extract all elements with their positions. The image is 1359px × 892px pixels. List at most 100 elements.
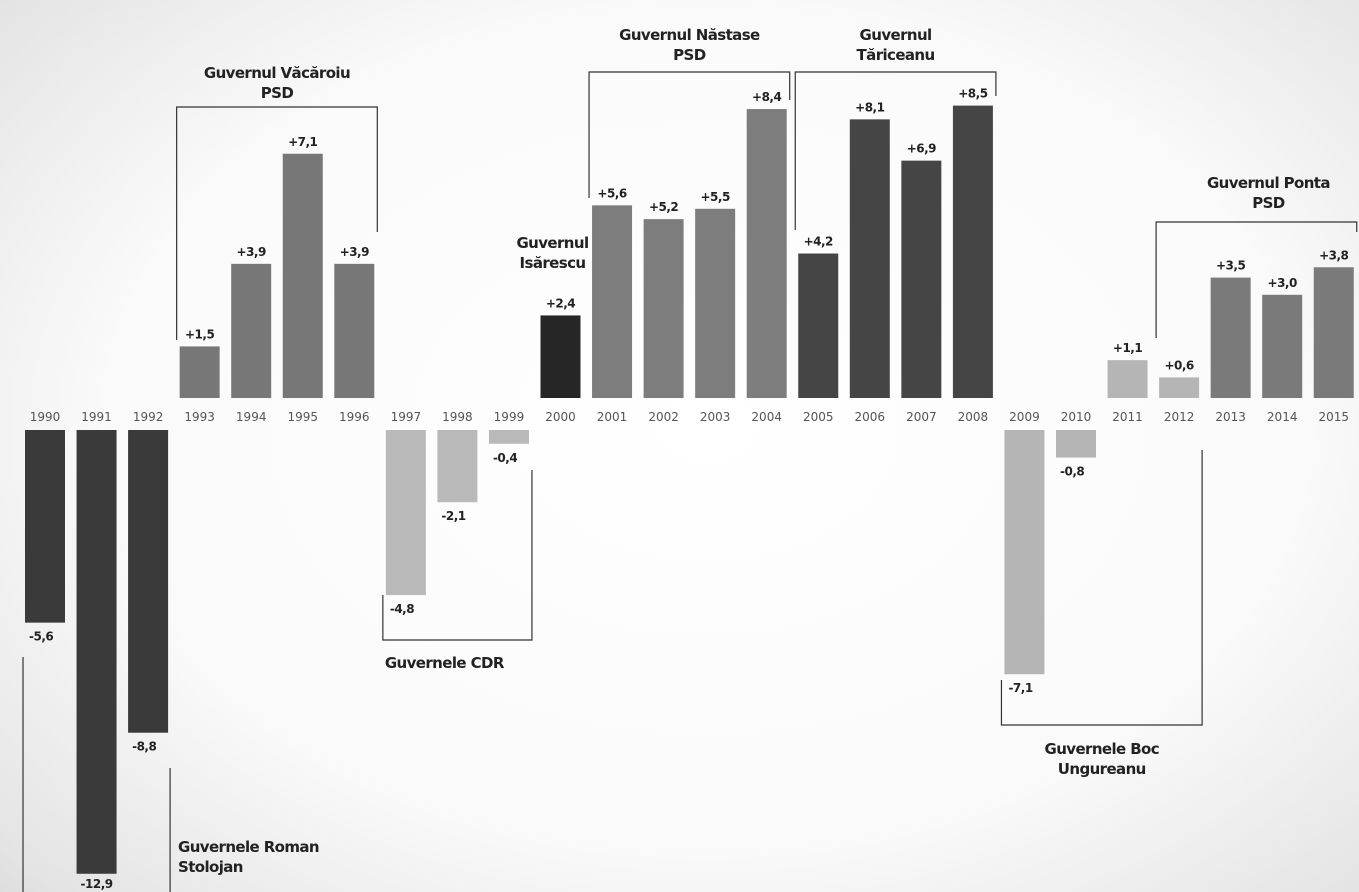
year-label-1990: 1990 bbox=[30, 410, 61, 424]
value-label-2005: +4,2 bbox=[804, 235, 833, 249]
group-label-vacaroiu-line-2: PSD bbox=[261, 84, 294, 102]
value-label-2008: +8,5 bbox=[958, 87, 987, 101]
bracket-nastase bbox=[588, 71, 791, 198]
year-label-1999: 1999 bbox=[494, 410, 525, 424]
bracket-ponta bbox=[1155, 221, 1358, 338]
bar-2001 bbox=[592, 205, 633, 398]
group-label-isarescu-line-1: Guvernul bbox=[516, 234, 588, 252]
year-label-1998: 1998 bbox=[442, 410, 473, 424]
year-label-2014: 2014 bbox=[1267, 410, 1298, 424]
year-label-2006: 2006 bbox=[855, 410, 886, 424]
bar-2010 bbox=[1056, 430, 1096, 458]
bracket-boc-ungureanu bbox=[1000, 450, 1203, 726]
bar-1990 bbox=[25, 430, 65, 623]
bar-2008 bbox=[952, 105, 993, 398]
bar-2013 bbox=[1210, 277, 1251, 398]
group-label-roman-stolojan-line-1: Guvernele Roman bbox=[178, 838, 319, 856]
year-label-2010: 2010 bbox=[1061, 410, 1092, 424]
value-label-1996: +3,9 bbox=[340, 245, 369, 259]
value-label-2004: +8,4 bbox=[752, 90, 781, 104]
year-label-2012: 2012 bbox=[1164, 410, 1195, 424]
group-label-tariceanu-line-2: Tăriceanu bbox=[857, 46, 935, 64]
bar-1991 bbox=[76, 430, 117, 874]
bar-2011 bbox=[1107, 360, 1148, 398]
year-label-2001: 2001 bbox=[597, 410, 628, 424]
year-label-2003: 2003 bbox=[700, 410, 731, 424]
year-label-1993: 1993 bbox=[184, 410, 215, 424]
year-label-2015: 2015 bbox=[1318, 410, 1349, 424]
bar-2014 bbox=[1262, 294, 1303, 398]
year-label-1991: 1991 bbox=[81, 410, 112, 424]
group-label-tariceanu-line-1: Guvernul bbox=[860, 26, 932, 44]
value-label-1993: +1,5 bbox=[185, 327, 214, 341]
year-label-2013: 2013 bbox=[1215, 410, 1246, 424]
bars-layer bbox=[25, 105, 1354, 874]
year-label-2004: 2004 bbox=[751, 410, 782, 424]
value-label-2001: +5,6 bbox=[597, 186, 626, 200]
brackets-layer bbox=[22, 71, 1358, 892]
group-label-cdr-line-1: Guvernele CDR bbox=[385, 654, 505, 672]
bar-1996 bbox=[334, 263, 375, 398]
year-label-1994: 1994 bbox=[236, 410, 267, 424]
bar-1994 bbox=[231, 263, 272, 398]
bar-2002 bbox=[643, 219, 684, 398]
value-label-2013: +3,5 bbox=[1216, 259, 1245, 273]
group-label-roman-stolojan-line-2: Stolojan bbox=[178, 858, 243, 876]
bar-1998 bbox=[437, 430, 478, 503]
value-label-1995: +7,1 bbox=[288, 135, 317, 149]
value-label-1994: +3,9 bbox=[237, 245, 266, 259]
group-label-boc-ungureanu-line-2: Ungureanu bbox=[1058, 760, 1146, 778]
value-label-2011: +1,1 bbox=[1113, 341, 1142, 355]
year-label-1992: 1992 bbox=[133, 410, 164, 424]
year-label-2009: 2009 bbox=[1009, 410, 1040, 424]
bar-2005 bbox=[798, 253, 839, 398]
bar-1992 bbox=[128, 430, 169, 733]
value-label-1997: -4,8 bbox=[390, 602, 414, 616]
group-label-ponta-line-1: Guvernul Ponta bbox=[1207, 174, 1330, 192]
group-label-nastase-line-2: PSD bbox=[673, 46, 706, 64]
bar-1995 bbox=[282, 153, 323, 398]
bracket-cdr bbox=[382, 470, 533, 641]
bar-2012 bbox=[1159, 377, 1200, 398]
value-label-2003: +5,5 bbox=[700, 190, 729, 204]
value-label-2007: +6,9 bbox=[907, 142, 936, 156]
value-label-2010: -0,8 bbox=[1060, 465, 1084, 479]
group-label-ponta-line-2: PSD bbox=[1252, 194, 1285, 212]
value-label-1991: -12,9 bbox=[81, 877, 113, 891]
year-labels-layer: 1990 1991 1992 1993 1994 1995 1996 1997 1998 1999… bbox=[30, 410, 1349, 424]
bar-2009 bbox=[1004, 430, 1045, 675]
bar-2007 bbox=[901, 160, 942, 398]
year-label-2002: 2002 bbox=[648, 410, 679, 424]
year-label-1995: 1995 bbox=[287, 410, 318, 424]
year-label-2007: 2007 bbox=[906, 410, 937, 424]
group-label-boc-ungureanu-line-1: Guvernele Boc bbox=[1044, 740, 1159, 758]
group-label-nastase-line-1: Guvernul Năstase bbox=[619, 26, 760, 44]
bar-2004 bbox=[746, 109, 787, 398]
value-label-2009: -7,1 bbox=[1008, 681, 1032, 695]
bar-2015 bbox=[1313, 267, 1354, 398]
value-label-2012: +0,6 bbox=[1164, 358, 1193, 372]
bar-1993 bbox=[179, 346, 220, 398]
value-label-2015: +3,8 bbox=[1319, 248, 1348, 262]
value-label-2014: +3,0 bbox=[1268, 276, 1297, 290]
group-label-isarescu-line-2: Isărescu bbox=[520, 254, 586, 272]
value-label-1998: -2,1 bbox=[441, 509, 465, 523]
value-label-1999: -0,4 bbox=[493, 451, 517, 465]
year-label-2011: 2011 bbox=[1112, 410, 1143, 424]
value-label-2006: +8,1 bbox=[855, 100, 884, 114]
bar-2000 bbox=[540, 315, 581, 398]
value-label-1990: -5,6 bbox=[29, 630, 53, 644]
bar-2003 bbox=[695, 208, 736, 398]
year-label-1996: 1996 bbox=[339, 410, 370, 424]
year-label-2005: 2005 bbox=[803, 410, 834, 424]
year-label-2008: 2008 bbox=[958, 410, 989, 424]
bar-2006 bbox=[849, 119, 890, 399]
year-label-2000: 2000 bbox=[545, 410, 576, 424]
group-labels-layer: Guvernul Văcăroiu PSD Guvernul Năstase PSD G… bbox=[178, 26, 1330, 876]
bracket-vacaroiu bbox=[176, 106, 378, 340]
value-label-2000: +2,4 bbox=[546, 296, 575, 310]
year-label-1997: 1997 bbox=[391, 410, 422, 424]
value-label-1992: -8,8 bbox=[132, 740, 156, 754]
group-label-vacaroiu-line-1: Guvernul Văcăroiu bbox=[204, 64, 350, 82]
